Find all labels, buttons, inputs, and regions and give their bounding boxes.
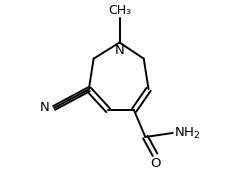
Text: CH₃: CH₃ [108,4,131,17]
Text: N: N [115,44,124,57]
Text: N: N [39,101,49,114]
Text: O: O [150,157,160,170]
Text: NH$_2$: NH$_2$ [174,125,201,140]
